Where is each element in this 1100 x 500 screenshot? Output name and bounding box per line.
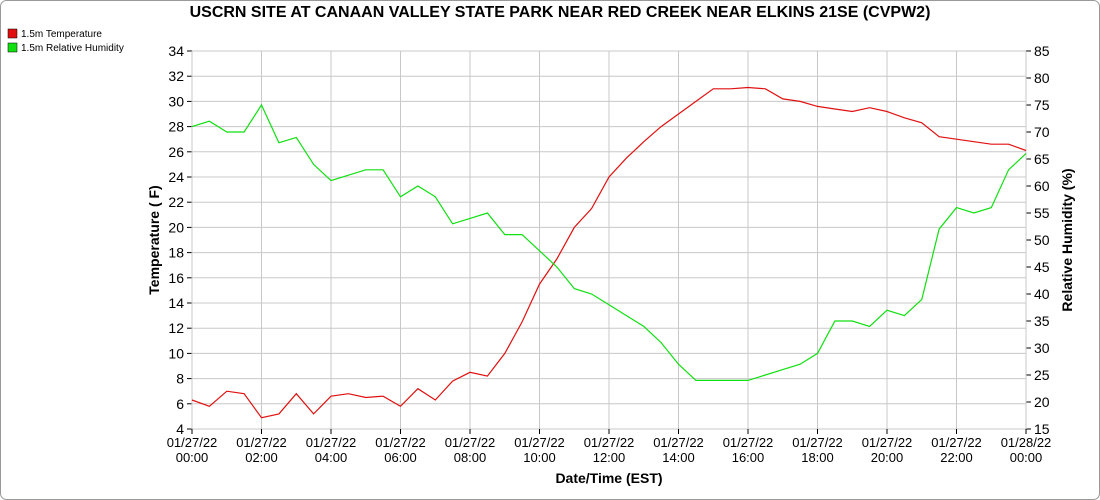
y2-tick-label: 75 bbox=[1034, 97, 1050, 113]
y-tick-label: 4 bbox=[176, 421, 184, 437]
y-tick-label: 22 bbox=[168, 194, 184, 210]
y2-tick-label: 15 bbox=[1034, 421, 1050, 437]
series-line bbox=[191, 103, 1027, 381]
x-tick-label: 01/27/22 20:00 bbox=[862, 435, 913, 465]
y-tick-label: 14 bbox=[168, 295, 184, 311]
x-tick-label: 01/27/22 18:00 bbox=[792, 435, 843, 465]
y2-axis-label: Relative Humidity (%) bbox=[1059, 168, 1075, 311]
y-tick-label: 30 bbox=[168, 93, 184, 109]
y2-tick-label: 40 bbox=[1034, 286, 1050, 302]
x-tick-label: 01/27/22 10:00 bbox=[514, 435, 565, 465]
y-tick-label: 12 bbox=[168, 320, 184, 336]
y-tick-label: 32 bbox=[168, 68, 184, 84]
y-tick-label: 10 bbox=[168, 345, 184, 361]
y-tick-label: 18 bbox=[168, 245, 184, 261]
y-axis-label: Temperature ( F) bbox=[146, 185, 162, 294]
y2-tick-label: 20 bbox=[1034, 394, 1050, 410]
y-tick-label: 26 bbox=[168, 144, 184, 160]
series-line bbox=[191, 86, 1027, 419]
x-tick-label: 01/27/22 22:00 bbox=[931, 435, 982, 465]
legend-label: 1.5m Relative Humidity bbox=[21, 43, 124, 54]
y-tick-label: 20 bbox=[168, 219, 184, 235]
x-tick-label: 01/27/22 04:00 bbox=[306, 435, 357, 465]
x-tick-label: 01/27/22 14:00 bbox=[653, 435, 704, 465]
y2-tick-label: 35 bbox=[1034, 313, 1050, 329]
y2-tick-label: 45 bbox=[1034, 259, 1050, 275]
x-tick-label: 01/27/22 00:00 bbox=[167, 435, 218, 465]
x-tick-label: 01/27/22 02:00 bbox=[236, 435, 287, 465]
x-tick-label: 01/27/22 08:00 bbox=[445, 435, 496, 465]
x-tick-label: 01/27/22 12:00 bbox=[584, 435, 635, 465]
y2-tick-label: 85 bbox=[1034, 43, 1050, 59]
legend-label: 1.5m Temperature bbox=[21, 29, 102, 40]
y2-tick-label: 25 bbox=[1034, 367, 1050, 383]
y-tick-label: 28 bbox=[168, 119, 184, 135]
x-axis-label: Date/Time (EST) bbox=[555, 470, 662, 486]
x-tick-label: 01/27/22 06:00 bbox=[375, 435, 426, 465]
x-tick-label: 01/27/22 16:00 bbox=[723, 435, 774, 465]
y2-tick-label: 50 bbox=[1034, 232, 1050, 248]
y2-tick-label: 55 bbox=[1034, 205, 1050, 221]
y2-tick-label: 70 bbox=[1034, 124, 1050, 140]
chart-title: USCRN SITE AT CANAAN VALLEY STATE PARK N… bbox=[190, 4, 931, 21]
x-tick-label: 01/28/22 00:00 bbox=[1001, 435, 1052, 465]
legend-swatch bbox=[7, 28, 18, 39]
y2-tick-label: 60 bbox=[1034, 178, 1050, 194]
y-tick-label: 34 bbox=[168, 43, 184, 59]
y-tick-label: 6 bbox=[176, 396, 184, 412]
y2-tick-label: 30 bbox=[1034, 340, 1050, 356]
y-tick-label: 16 bbox=[168, 270, 184, 286]
y-tick-label: 24 bbox=[168, 169, 184, 185]
y-tick-label: 8 bbox=[176, 371, 184, 387]
y2-tick-label: 65 bbox=[1034, 151, 1050, 167]
legend-swatch bbox=[7, 42, 18, 53]
y2-tick-label: 80 bbox=[1034, 70, 1050, 86]
